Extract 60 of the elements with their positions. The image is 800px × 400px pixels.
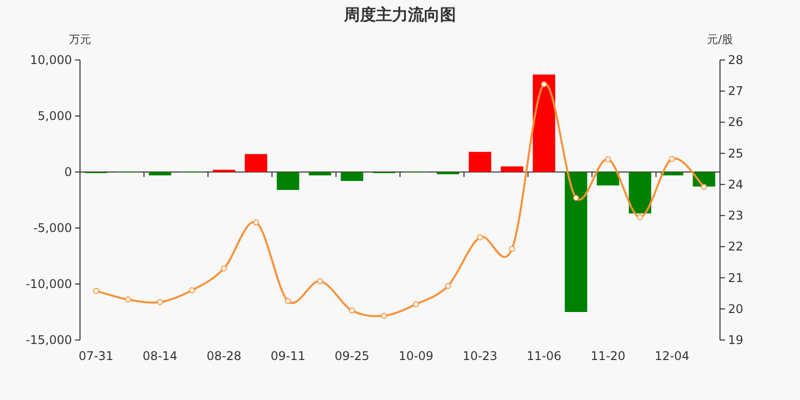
point [509,246,515,252]
x-tick-label: 11-06 [526,349,562,363]
bar [564,172,588,312]
x-tick-label: 10-23 [462,349,498,363]
point [541,81,547,88]
y-tick-label: 10,000 [30,53,72,67]
bar [628,172,652,214]
y-tick-label: -15,000 [26,333,72,347]
x-tick-label: 08-28 [206,349,242,363]
x-tick-label: 11-20 [590,349,626,363]
point [381,312,387,319]
y2-tick-label: 28 [728,53,744,67]
point [413,301,419,308]
y-tick-label: -10,000 [26,277,72,291]
y-tick-label: 5,000 [38,109,72,123]
x-tick-label: 07-31 [78,349,114,363]
point [349,307,355,314]
point [157,299,163,306]
point [285,298,291,304]
point [445,282,451,289]
y2-tick-label: 19 [728,333,744,347]
point [221,265,227,272]
y2-tick-label: 21 [728,270,744,285]
bar [276,172,300,190]
bar [532,74,556,172]
y2-tick-label: 27 [728,84,744,98]
point [669,156,675,162]
point [189,287,195,294]
y-tick-label: -5,000 [33,221,72,235]
point [93,288,99,294]
point [317,278,323,284]
y-tick-label: 0 [64,165,72,179]
x-tick-label: 09-25 [334,349,370,363]
y2-tick-label: 20 [728,302,744,316]
x-tick-label: 10-09 [398,349,434,363]
y2-tick-label: 23 [728,208,744,223]
point [701,184,707,190]
point [637,214,643,220]
point [253,219,259,226]
point [477,234,483,240]
y2-tick-label: 24 [728,177,744,192]
y2-axis-title: 元/股 [707,33,733,46]
y2-tick-label: 22 [728,240,744,254]
bar [340,172,364,181]
chart-title: 周度主力流向图 [343,5,456,24]
x-tick-label: 09-11 [270,349,306,363]
x-tick-label: 08-14 [142,349,178,363]
bar [468,152,492,172]
bar [500,166,524,172]
point [573,194,579,201]
bar [148,172,172,176]
y-axis-title: 万元 [69,33,91,46]
y2-tick-label: 25 [728,146,744,160]
point [605,156,611,162]
bar [308,172,332,176]
bar [596,172,620,186]
x-tick-label: 12-04 [654,349,690,363]
point [125,296,131,303]
y2-tick-label: 26 [728,115,744,130]
bar [244,154,268,172]
